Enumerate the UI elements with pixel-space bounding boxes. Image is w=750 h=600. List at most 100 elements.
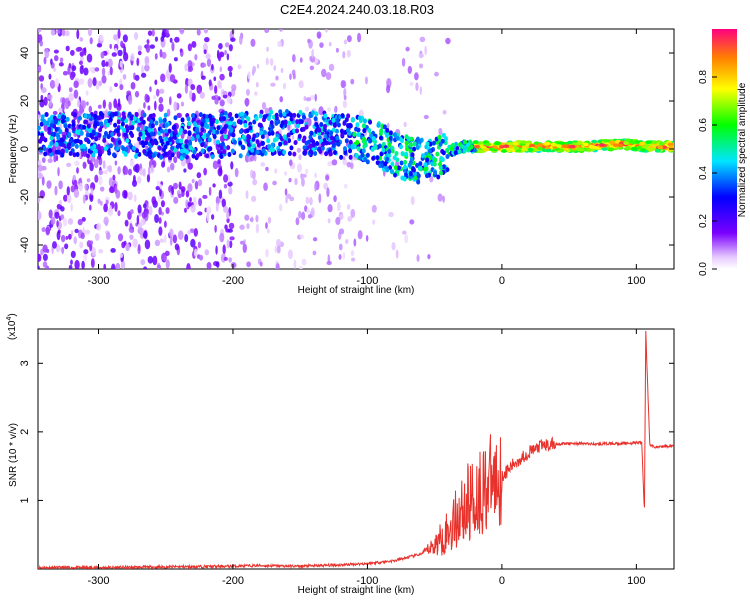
heatmap-cell [83,119,88,125]
heatmap-cell [41,135,46,141]
heatmap-cell [520,140,527,144]
heatmap-cell [391,242,396,251]
heatmap-cell [77,218,83,226]
heatmap-cell [334,128,339,134]
heatmap-cell [52,241,57,249]
heatmap-cell [140,259,146,266]
heatmap-cell [192,121,197,127]
heatmap-cell [224,224,228,230]
heatmap-cell [292,54,296,63]
heatmap-cell [432,161,437,167]
heatmap-cell [252,65,257,74]
heatmap-cell [191,178,195,184]
heatmap-cell [266,138,271,144]
heatmap-cell [327,204,333,213]
heatmap-cell [222,94,228,99]
heatmap-cell [457,149,462,155]
heatmap-cell [159,187,162,197]
heatmap-cell [319,121,324,127]
heatmap-cell [404,151,409,157]
heatmap-cell [70,185,75,193]
heatmap-cell [230,161,234,170]
heatmap-cell [246,116,251,122]
heatmap-cell [243,122,248,128]
x-tick-label: 0 [499,275,505,287]
heatmap-cell [295,123,300,129]
heatmap-cell [46,180,52,189]
heatmap-cell [99,186,105,192]
heatmap-cell [624,146,631,150]
y-tick-label: -40 [19,237,31,253]
heatmap-cell [179,155,184,161]
heatmap-cell [318,193,322,204]
heatmap-cell [124,166,129,175]
heatmap-cell [117,49,123,57]
heatmap-cell [253,153,257,162]
heatmap-cell [89,194,94,203]
heatmap-cell [409,219,415,225]
heatmap-cell [178,127,183,133]
heatmap-cell [38,164,44,172]
heatmap-cell [393,172,398,178]
heatmap-cell [90,145,95,151]
heatmap-cell [286,132,291,138]
heatmap-cell [348,148,353,154]
heatmap-cell [348,154,353,160]
heatmap-cell [114,82,118,88]
heatmap-cell [308,113,313,119]
heatmap-cell [198,112,203,118]
heatmap-cell [312,237,318,242]
heatmap-cell [260,140,265,146]
heatmap-cell [203,29,209,34]
heatmap-cell [48,209,53,219]
heatmap-cell [49,123,54,129]
heatmap-cell [89,162,94,172]
heatmap-cell [126,90,132,96]
heatmap-cell [419,63,424,69]
heatmap-cell [252,178,258,186]
heatmap-cell [228,186,233,195]
heatmap-cell [231,84,237,92]
heatmap-cell [135,148,140,154]
heatmap-cell [624,138,631,142]
heatmap-cell [176,93,182,99]
heatmap-cell [226,239,230,249]
heatmap-cell [441,150,446,156]
heatmap-cell [53,55,59,62]
heatmap-cell [244,97,250,107]
heatmap-cell [346,35,352,43]
heatmap-cell [109,43,112,49]
heatmap-cell [282,149,287,155]
heatmap-cell [442,195,445,203]
heatmap-cell [219,145,224,151]
heatmap-cell [186,263,191,269]
heatmap-cell [205,153,210,159]
heatmap-cell [285,195,288,204]
heatmap-cell [263,182,268,191]
heatmap-cell [308,134,313,140]
heatmap-cell [183,168,187,173]
heatmap-cell [230,262,237,269]
heatmap-cell [74,160,80,167]
heatmap-cell [544,141,551,146]
heatmap-cell [295,217,300,226]
heatmap-cell [278,141,283,147]
heatmap-cell [279,96,284,103]
heatmap-cell [325,72,332,81]
heatmap-cell [212,160,219,170]
heatmap-cell [187,130,192,136]
heatmap-cell [85,153,90,159]
spectrogram-x-ticks: -300 -200 -100 0 100 [87,29,646,287]
heatmap-cell [295,128,300,134]
heatmap-cell [102,99,106,109]
heatmap-cell [56,230,61,241]
heatmap-cell [536,143,543,147]
heatmap-cell [106,165,109,172]
heatmap-cell [165,207,170,215]
heatmap-cell [87,78,93,88]
heatmap-cell [103,263,107,269]
heatmap-cell [416,179,421,185]
heatmap-cell [339,128,344,134]
heatmap-cell [336,141,341,147]
heatmap-cell [403,159,408,165]
